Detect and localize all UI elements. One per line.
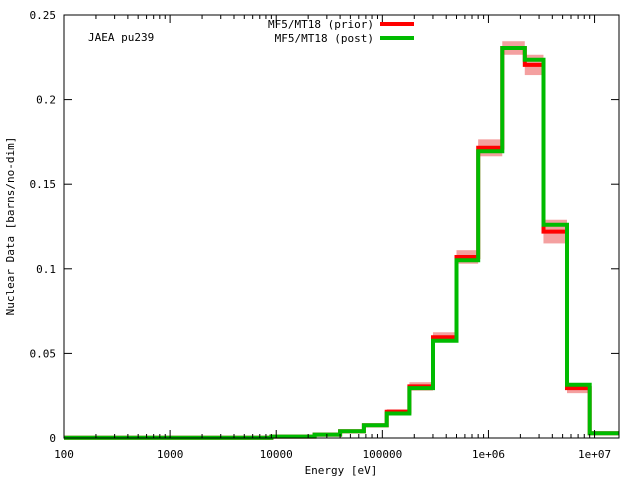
series-line-post [64,46,619,440]
y-tick-label: 0.15 [30,178,57,191]
x-tick-label: 1e+06 [472,448,505,461]
legend-label-prior: MF5/MT18 (prior) [268,18,374,31]
series-lines [64,46,619,440]
tick-labels: 0 0.05 0.1 0.15 0.2 0.25 100 1000 10000 100000 1e+… [30,9,612,461]
y-tick-label: 0.2 [36,94,56,107]
plot-frame [63,14,620,439]
y-tick-label: 0 [49,432,56,445]
y-axis-label: Nuclear Data [barns/no-dim] [4,137,17,316]
annotation: JAEA pu239 [88,31,154,44]
series-line-prior [64,46,619,440]
y-tick-label: 0.1 [36,263,56,276]
legend: MF5/MT18 (prior) MF5/MT18 (post) [268,18,414,45]
uncertainty-bands [64,41,619,439]
x-tick-label: 1e+07 [578,448,611,461]
x-axis-label: Energy [eV] [305,464,378,477]
axis-ticks [63,14,619,439]
x-tick-label: 10000 [260,448,293,461]
y-tick-label: 0.05 [30,347,57,360]
y-tick-label: 0.25 [30,9,57,22]
x-tick-label: 100000 [362,448,402,461]
x-tick-label: 100 [54,448,74,461]
legend-label-post: MF5/MT18 (post) [275,32,374,45]
x-tick-label: 1000 [157,448,184,461]
